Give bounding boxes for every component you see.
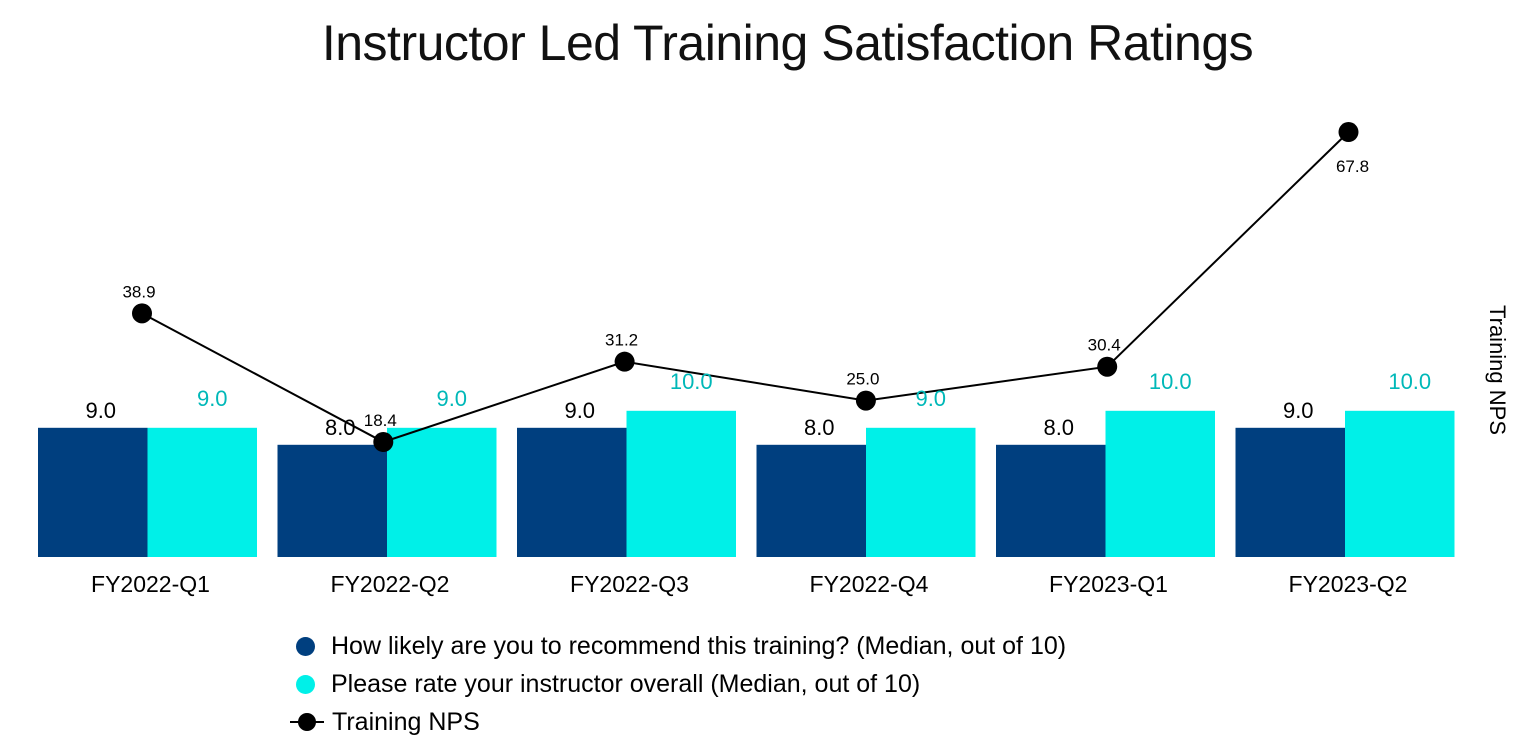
chart-title: Instructor Led Training Satisfaction Rat…: [321, 15, 1254, 71]
label-instructor-FY2022-Q3: 10.0: [670, 369, 713, 394]
category-label-FY2022-Q3: FY2022-Q3: [570, 571, 689, 597]
label-recommend-FY2023-Q1: 8.0: [1043, 415, 1074, 440]
legend-line-icon: [290, 712, 324, 732]
bars-group: [38, 410, 1455, 557]
legend-label-recommend: How likely are you to recommend this tra…: [331, 631, 1067, 660]
nps-point-FY2022-Q2: [373, 432, 394, 452]
legend-swatch-recommend: [296, 636, 315, 656]
legend: How likely are you to recommend this tra…: [290, 627, 1066, 741]
nps-point-FY2023-Q1: [1097, 356, 1118, 377]
labels-group: 9.0 9.0 FY2022-Q1 8.0 9.0 FY2022-Q2 9.0 10.0 FY2…: [85, 157, 1431, 597]
legend-item-recommend: How likely are you to recommend this tra…: [290, 627, 1066, 665]
category-label-FY2022-Q2: FY2022-Q2: [331, 571, 450, 597]
label-recommend-FY2022-Q1: 9.0: [85, 398, 116, 423]
legend-item-instructor: Please rate your instructor overall (Med…: [290, 665, 1066, 703]
label-instructor-FY2023-Q1: 10.0: [1149, 369, 1192, 394]
legend-item-nps: Training NPS: [290, 703, 1066, 741]
nps-point-FY2022-Q4: [855, 390, 876, 411]
label-recommend-FY2022-Q4: 8.0: [804, 415, 835, 440]
bar-instructor-FY2022-Q4: [866, 427, 976, 557]
bar-instructor-FY2023-Q1: [1105, 410, 1215, 557]
label-recommend-FY2022-Q3: 9.0: [564, 398, 595, 423]
bar-recommend-FY2022-Q2: [277, 444, 387, 557]
label-instructor-FY2022-Q1: 9.0: [197, 386, 228, 411]
nps-point-FY2023-Q2: [1338, 122, 1359, 143]
nps-line-group: [132, 122, 1359, 452]
category-label-FY2023-Q2: FY2023-Q2: [1289, 571, 1408, 597]
bar-recommend-FY2023-Q2: [1235, 427, 1345, 557]
label-instructor-FY2023-Q2: 10.0: [1388, 369, 1431, 394]
legend-label-instructor: Please rate your instructor overall (Med…: [331, 669, 921, 698]
bar-instructor-FY2023-Q2: [1345, 410, 1455, 557]
category-label-FY2022-Q1: FY2022-Q1: [91, 571, 210, 597]
category-label-FY2022-Q4: FY2022-Q4: [810, 571, 929, 597]
legend-label-nps: Training NPS: [332, 707, 480, 736]
bar-instructor-FY2022-Q2: [387, 427, 497, 557]
nps-point-FY2022-Q3: [614, 351, 635, 372]
nps-label-FY2022-Q4: 25.0: [846, 370, 879, 389]
nps-line: [141, 131, 1350, 444]
nps-label-FY2022-Q2: 18.4: [364, 411, 397, 430]
label-instructor-FY2022-Q4: 9.0: [915, 386, 946, 411]
y2-axis-label: Training NPS: [1485, 304, 1510, 436]
chart-plot: 9.0 9.0 FY2022-Q1 8.0 9.0 FY2022-Q2 9.0 10.0 FY2…: [38, 122, 1455, 597]
bar-recommend-FY2022-Q3: [517, 427, 627, 557]
nps-label-FY2022-Q3: 31.2: [605, 331, 638, 350]
nps-point-FY2022-Q1: [132, 303, 152, 324]
bar-instructor-FY2022-Q3: [626, 410, 736, 557]
bar-instructor-FY2022-Q1: [147, 427, 257, 557]
category-label-FY2023-Q1: FY2023-Q1: [1049, 571, 1168, 597]
legend-swatch-instructor: [296, 674, 315, 694]
label-instructor-FY2022-Q2: 9.0: [436, 386, 467, 411]
label-recommend-FY2023-Q2: 9.0: [1283, 398, 1314, 423]
nps-label-FY2022-Q1: 38.9: [122, 282, 155, 301]
label-recommend-FY2022-Q2: 8.0: [325, 415, 356, 440]
nps-label-FY2023-Q2: 67.8: [1336, 157, 1369, 176]
bar-recommend-FY2023-Q1: [996, 444, 1106, 557]
bar-recommend-FY2022-Q4: [756, 444, 866, 557]
nps-label-FY2023-Q1: 30.4: [1088, 336, 1121, 355]
bar-recommend-FY2022-Q1: [38, 427, 148, 557]
